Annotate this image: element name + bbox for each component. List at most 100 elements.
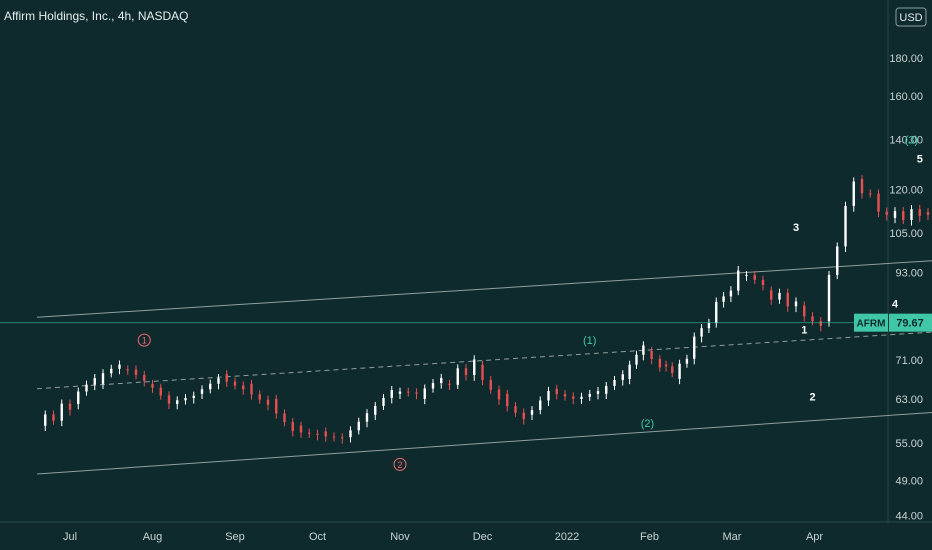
currency-button[interactable]: USD	[895, 7, 927, 27]
candle-body	[382, 397, 385, 406]
candle-body	[650, 351, 653, 359]
candle-body	[200, 389, 204, 394]
candle-body	[448, 383, 451, 385]
candle-body	[902, 211, 905, 220]
candle-body	[572, 396, 575, 399]
candle-body	[522, 412, 525, 420]
candle-body	[642, 345, 645, 355]
candle-body	[753, 274, 756, 280]
wave-label-7: (3)	[905, 135, 918, 147]
candle-body	[794, 301, 798, 307]
candle-body	[324, 431, 327, 437]
wave-label-5: (1)	[583, 335, 596, 347]
candle-body	[423, 388, 426, 399]
candle-body	[101, 373, 105, 384]
currency-box	[895, 7, 927, 27]
candle-body	[68, 403, 72, 410]
candle-body	[497, 389, 501, 400]
x-tick-label-0: Jul	[63, 531, 77, 543]
candle-body	[605, 385, 608, 394]
candle-body	[693, 336, 696, 359]
x-tick-label-1: Aug	[143, 531, 163, 543]
last-price-box	[889, 313, 932, 332]
candle-body	[440, 378, 443, 384]
candle-body	[547, 391, 550, 401]
candle-body	[729, 290, 733, 297]
candle-body	[225, 374, 228, 382]
candle-body	[539, 400, 542, 411]
candle-body	[242, 385, 245, 390]
y-tick-label-7: 63.00	[895, 394, 923, 406]
wave-label-6: (2)	[641, 418, 654, 430]
candle-body	[722, 296, 725, 302]
lower-channel-line	[36, 411, 932, 475]
candle-body	[926, 212, 930, 215]
candle-body	[143, 375, 146, 381]
candle-body	[110, 368, 113, 374]
symbol-tag-box	[854, 313, 888, 332]
candle-body	[836, 246, 839, 275]
candle-body	[209, 383, 212, 390]
candle-body	[811, 316, 814, 322]
candle-body	[407, 391, 410, 393]
candle-body	[860, 179, 864, 194]
x-tick-label-6: 2022	[555, 531, 579, 543]
candle-body	[481, 364, 484, 380]
x-tick-label-8: Mar	[723, 531, 742, 543]
x-tick-label-3: Oct	[309, 531, 326, 543]
candle-body	[506, 393, 509, 407]
candle-body	[431, 383, 435, 389]
wave-label-1: 2	[397, 460, 402, 470]
candle-body	[52, 414, 55, 421]
candle-body	[93, 378, 96, 385]
candle-body	[184, 398, 187, 401]
candle-body	[664, 364, 668, 367]
x-tick-label-2: Sep	[225, 531, 245, 543]
candle-body	[283, 413, 286, 423]
wave-label-10: 1	[801, 325, 807, 337]
candle-body	[563, 394, 567, 397]
candle-body	[258, 394, 261, 400]
candle-body	[778, 292, 781, 300]
candle-body	[685, 358, 689, 364]
candle-body	[299, 425, 303, 433]
candle-body	[77, 391, 80, 405]
currency-label: USD	[899, 12, 922, 24]
candle-body	[918, 209, 921, 216]
candle-body	[308, 432, 311, 434]
y-tick-label-4: 105.00	[889, 228, 923, 240]
candle-body	[819, 321, 822, 326]
wave-label-11: 2	[809, 391, 815, 403]
upper-channel-line	[36, 260, 932, 318]
y-tick-label-9: 49.00	[895, 476, 923, 488]
candle-body	[233, 381, 237, 386]
candle-body	[671, 366, 674, 374]
candle-body	[885, 211, 888, 215]
candle-body	[85, 384, 88, 392]
candle-body	[852, 181, 855, 206]
wave-label-0: 1	[142, 336, 147, 346]
candle-body	[707, 323, 711, 329]
y-tick-label-8: 55.00	[895, 438, 923, 450]
candle-body	[134, 369, 138, 376]
candle-body	[291, 422, 294, 431]
candle-body	[678, 363, 681, 379]
candle-body	[217, 378, 220, 384]
candle-body	[415, 392, 418, 394]
candle-body	[877, 193, 880, 212]
y-tick-label-1: 160.00	[889, 91, 923, 103]
candle-body	[580, 396, 583, 399]
candle-body	[737, 270, 740, 291]
candle-body	[745, 274, 748, 276]
candle-body	[349, 430, 352, 438]
candle-body	[464, 368, 468, 376]
candle-body	[118, 364, 121, 369]
candle-body	[628, 364, 631, 379]
candle-body	[151, 383, 154, 388]
candle-body	[514, 406, 517, 413]
candle-body	[910, 209, 913, 220]
y-tick-label-6: 71.00	[895, 355, 923, 367]
x-tick-label-9: Apr	[806, 531, 823, 543]
